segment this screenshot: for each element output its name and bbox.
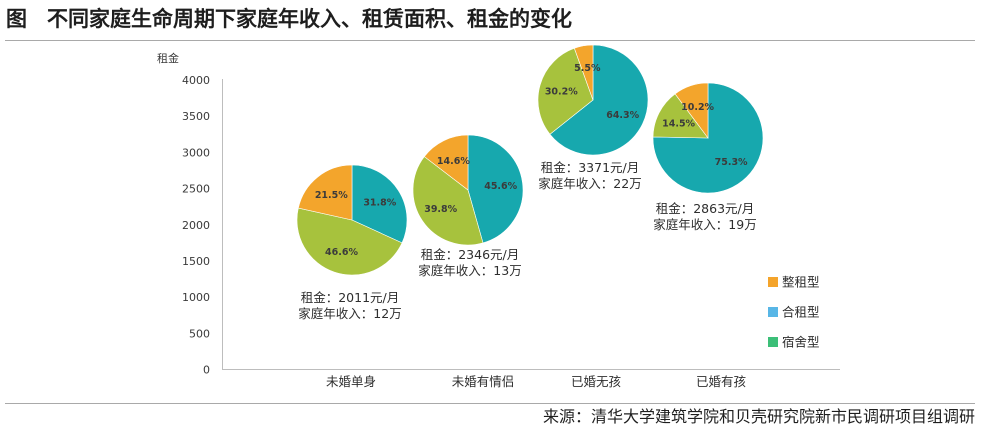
legend-label-whole-rent: 整租型 — [782, 275, 820, 290]
income-prefix: 家庭年收入： — [418, 263, 493, 278]
rent-value: 2863 — [693, 201, 725, 216]
figure-title: 图不同家庭生命周期下家庭年收入、租赁面积、租金的变化 — [6, 5, 572, 33]
rent-prefix: 租金： — [301, 290, 339, 305]
pie-percent-label: 30.2% — [545, 87, 578, 98]
pie-percent-label: 75.3% — [715, 157, 748, 168]
pie-slice-dormitory — [412, 156, 484, 246]
y-tick-label: 2500 — [182, 183, 210, 196]
pie-slice-shared-rent — [652, 82, 764, 194]
title-divider — [5, 40, 975, 41]
y-tick-label: 0 — [203, 364, 210, 377]
pie-slice-dormitory — [296, 207, 403, 276]
y-axis-ticks: 0 500 1000 1500 2000 2500 3000 3500 4000 — [182, 74, 210, 377]
legend-swatch-shared-rent — [768, 307, 778, 317]
legend-label-shared-rent: 合租型 — [782, 305, 820, 320]
income-unit: 万 — [744, 217, 757, 232]
pie-slice-whole-rent — [573, 44, 594, 101]
y-tick-label: 2000 — [182, 219, 210, 232]
y-tick-label: 3500 — [182, 110, 210, 123]
pie-rent-annotation: 租金：2863元/月 — [656, 201, 755, 216]
pie-rent-annotation: 租金：3371元/月 — [541, 160, 640, 175]
income-unit: 万 — [509, 263, 522, 278]
pie-percent-label: 45.6% — [484, 181, 517, 192]
legend-swatch-dormitory — [768, 337, 778, 347]
rent-value: 2346 — [458, 247, 490, 262]
income-prefix: 家庭年收入： — [538, 176, 613, 191]
income-value: 19 — [728, 217, 744, 232]
legend-item-shared-rent: 合租型 — [768, 305, 820, 320]
rent-unit: 元/月 — [490, 247, 519, 262]
x-category-label: 未婚有情侣 — [452, 374, 515, 389]
income-prefix: 家庭年收入： — [653, 217, 728, 232]
y-tick-label: 4000 — [182, 74, 210, 87]
x-category-label: 已婚有孩 — [696, 374, 746, 389]
pie-percent-label: 5.5% — [574, 63, 601, 74]
x-axis-categories: 未婚单身 未婚有情侣 已婚无孩 已婚有孩 — [326, 374, 746, 389]
pie-slice-whole-rent — [297, 164, 353, 221]
rent-prefix: 租金： — [541, 160, 579, 175]
x-category-label: 未婚单身 — [326, 374, 376, 389]
pie-slice-dormitory — [537, 47, 594, 135]
income-unit: 万 — [389, 306, 402, 321]
rent-value: 3371 — [578, 160, 610, 175]
figure-title-text: 不同家庭生命周期下家庭年收入、租赁面积、租金的变化 — [47, 7, 572, 31]
y-tick-label: 1000 — [182, 291, 210, 304]
pie-rent-annotation: 租金：2346元/月 — [421, 247, 520, 262]
pie-income-annotation: 家庭年收入：22万 — [538, 176, 641, 191]
pie-rent-annotation: 租金：2011元/月 — [301, 290, 400, 305]
pie-percent-label: 39.8% — [424, 204, 457, 215]
pie-percent-label: 14.6% — [437, 156, 470, 167]
source-note: 来源：清华大学建筑学院和贝壳研究院新市民调研项目组调研 — [542, 407, 975, 426]
rent-unit: 元/月 — [610, 160, 639, 175]
legend-swatch-whole-rent — [768, 277, 778, 287]
rent-unit: 元/月 — [725, 201, 754, 216]
pie-income-annotation: 家庭年收入：19万 — [653, 217, 756, 232]
pie-percent-label: 31.8% — [363, 198, 396, 209]
x-category-label: 已婚无孩 — [571, 374, 621, 389]
income-value: 12 — [373, 306, 389, 321]
pie-percent-label: 14.5% — [662, 118, 695, 129]
legend: 整租型 合租型 宿舍型 — [768, 275, 820, 350]
pie-percent-label: 21.5% — [315, 190, 348, 201]
pie-slice-whole-rent — [423, 134, 469, 191]
income-value: 22 — [613, 176, 629, 191]
pie-percent-label: 64.3% — [606, 110, 639, 121]
y-tick-label: 1500 — [182, 255, 210, 268]
pie-slice-shared-rent — [467, 134, 524, 244]
legend-label-dormitory: 宿舍型 — [782, 335, 820, 350]
rent-prefix: 租金： — [421, 247, 459, 262]
rent-value: 2011 — [338, 290, 370, 305]
pie-slice-shared-rent — [351, 164, 408, 244]
pie-income-annotation: 家庭年收入：12万 — [298, 306, 401, 321]
figure-number-label: 图 — [6, 7, 27, 31]
legend-item-whole-rent: 整租型 — [768, 275, 820, 290]
y-axis-label: 租金 — [157, 51, 179, 65]
income-prefix: 家庭年收入： — [298, 306, 373, 321]
pie-slice-dormitory — [652, 93, 709, 139]
income-value: 13 — [493, 263, 509, 278]
pie-percent-label: 10.2% — [681, 102, 714, 113]
rent-prefix: 租金： — [656, 201, 694, 216]
pie-slice-whole-rent — [674, 82, 709, 139]
rent-unit: 元/月 — [370, 290, 399, 305]
y-tick-label: 500 — [189, 327, 210, 340]
pie-percent-label: 46.6% — [325, 247, 358, 258]
y-tick-label: 3000 — [182, 146, 210, 159]
source-divider — [5, 403, 975, 404]
income-unit: 万 — [629, 176, 642, 191]
pie-charts: 31.8%46.6%21.5%租金：2011元/月家庭年收入：12万45.6%3… — [296, 44, 764, 321]
pie-income-annotation: 家庭年收入：13万 — [418, 263, 521, 278]
pie-slice-shared-rent — [549, 44, 649, 156]
legend-item-dormitory: 宿舍型 — [768, 335, 820, 350]
